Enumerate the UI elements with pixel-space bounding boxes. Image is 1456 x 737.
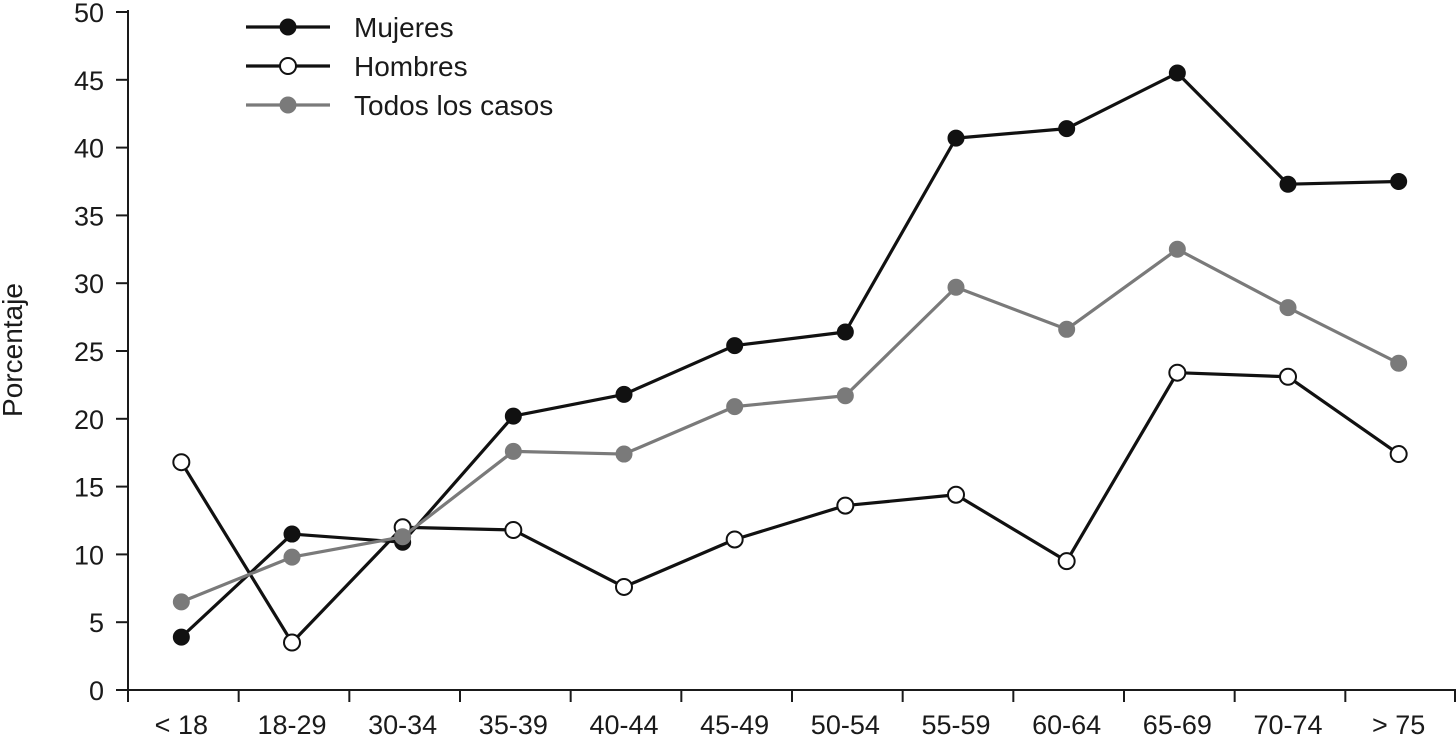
y-tick-label: 0 (89, 676, 104, 706)
data-point (1390, 173, 1408, 190)
y-tick-label: 20 (74, 405, 104, 435)
data-point (1058, 120, 1076, 138)
data-point (1058, 320, 1076, 338)
data-point (1168, 240, 1186, 258)
series-2 (172, 363, 1408, 652)
legend-label: Mujeres (354, 12, 454, 43)
y-tick-label: 40 (74, 134, 104, 164)
x-tick-label: < 18 (155, 710, 208, 737)
data-point (615, 445, 633, 463)
y-tick-label: 5 (89, 608, 104, 638)
x-tick-label: 50-54 (811, 710, 880, 737)
legend-marker (279, 96, 297, 114)
data-point (1279, 299, 1297, 317)
data-point (947, 278, 965, 296)
data-point (836, 496, 855, 515)
y-tick-label: 15 (74, 473, 104, 503)
data-point (394, 528, 412, 546)
legend-marker (279, 18, 297, 36)
legend-label: Hombres (354, 51, 468, 82)
y-tick-label: 50 (74, 0, 104, 28)
data-point (1279, 175, 1297, 193)
data-point (1279, 367, 1297, 386)
y-tick-label: 25 (74, 337, 104, 367)
data-point (836, 387, 854, 405)
x-tick-label: 60-64 (1032, 710, 1101, 737)
x-tick-label: 65-69 (1143, 710, 1212, 737)
data-point (726, 398, 744, 416)
data-point (504, 442, 522, 460)
x-tick-label: 45-49 (700, 710, 769, 737)
legend-item: Mujeres (246, 12, 454, 43)
y-axis-title: Porcentaje (0, 283, 28, 417)
legend-marker (279, 57, 297, 75)
data-point (1168, 363, 1187, 382)
data-point (1168, 64, 1186, 82)
data-point (947, 129, 965, 147)
data-point (1389, 445, 1408, 464)
x-tick-label: > 75 (1372, 710, 1425, 737)
x-tick-label: 35-39 (479, 710, 548, 737)
data-point (504, 407, 522, 425)
data-point (836, 323, 854, 341)
legend-label: Todos los casos (354, 90, 553, 121)
y-tick-label: 45 (74, 66, 104, 96)
data-point (172, 628, 190, 646)
series-layer (172, 64, 1408, 652)
legend: Mujeres Hombres Todos los casos (246, 12, 553, 121)
legend-item: Hombres (246, 51, 468, 82)
series-1 (172, 64, 1408, 646)
data-point (172, 453, 191, 472)
series-line (180, 71, 1399, 639)
data-point (615, 577, 633, 596)
data-point (615, 385, 633, 403)
series-line (179, 371, 1400, 645)
x-tick-label: 55-59 (921, 710, 990, 737)
x-axis: < 18 18-29 30-34 35-39 40-44 45-49 50-54 55-59 6… (127, 689, 1456, 737)
data-point (283, 525, 301, 543)
y-tick-label: 30 (74, 269, 104, 299)
data-point (947, 485, 965, 504)
y-tick-label: 10 (74, 540, 104, 570)
data-point (1057, 552, 1076, 571)
data-point (726, 337, 744, 355)
x-tick-label: 40-44 (589, 710, 658, 737)
y-axis: 0 5 10 15 20 25 30 35 40 45 50 (74, 0, 129, 706)
series-line (180, 247, 1400, 604)
x-tick-label: 30-34 (368, 710, 437, 737)
legend-item: Todos los casos (246, 90, 553, 121)
data-point (725, 530, 744, 549)
x-tick-label: 18-29 (257, 710, 326, 737)
data-point (283, 633, 301, 652)
x-tick-label: 70-74 (1253, 710, 1322, 737)
data-point (504, 520, 523, 539)
y-tick-label: 35 (74, 201, 104, 231)
data-point (1390, 354, 1408, 372)
data-point (283, 548, 301, 566)
data-point (172, 593, 190, 611)
series-3 (172, 240, 1408, 611)
